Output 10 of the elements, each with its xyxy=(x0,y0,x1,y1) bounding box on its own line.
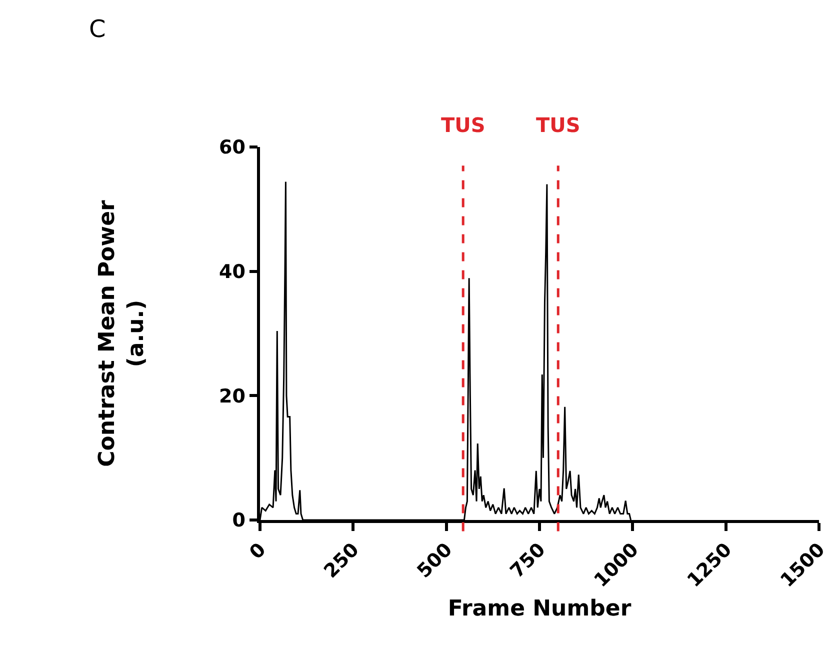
ref-line-label: TUS xyxy=(441,113,486,137)
y-tick-label: 60 xyxy=(218,136,246,159)
y-tick-label: 0 xyxy=(232,510,246,532)
ref-line-label: TUS xyxy=(536,113,580,137)
y-tick-label: 40 xyxy=(218,260,246,283)
y-axis-title: Contrast Mean Power (a.u.) xyxy=(95,200,149,467)
x-axis-title: Frame Number xyxy=(448,596,632,622)
text: C xyxy=(89,15,106,43)
x-tick-label: 0 xyxy=(245,538,270,564)
y-tick-label: 20 xyxy=(218,385,246,408)
